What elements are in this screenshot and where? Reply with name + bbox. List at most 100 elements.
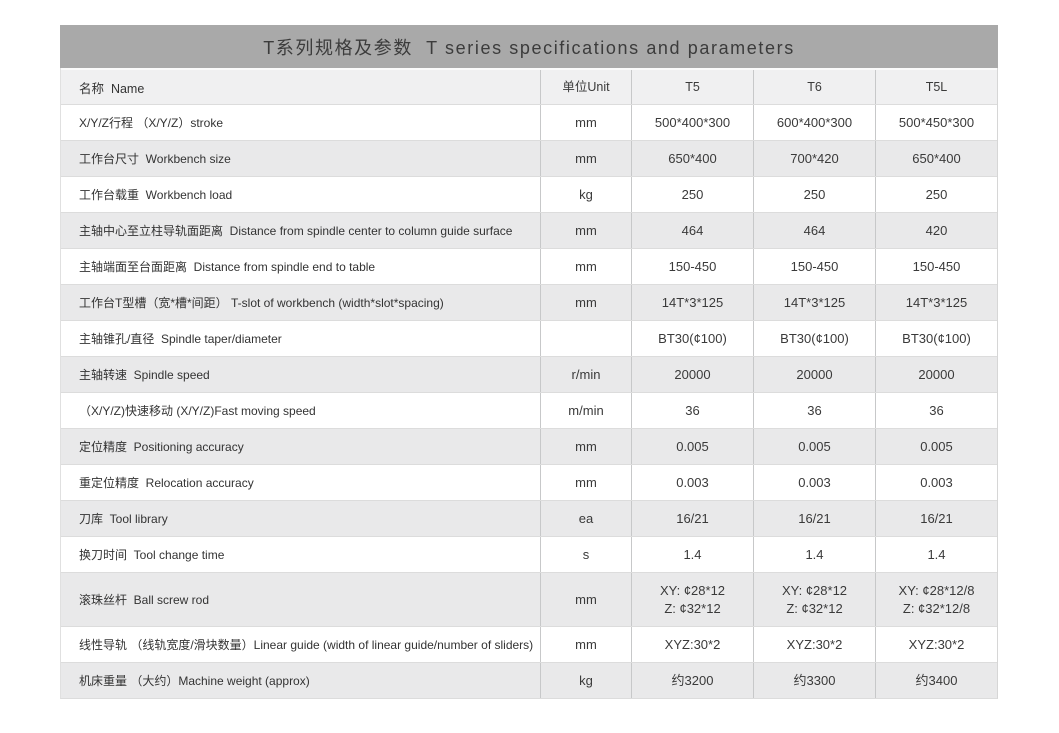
table-header-row: 名称 Name 单位Unit T5 T6 T5L bbox=[61, 68, 997, 104]
spec-name-cell: 滚珠丝杆 Ball screw rod bbox=[79, 593, 210, 607]
col-header-t5: T5 bbox=[631, 70, 753, 104]
table-row: 主轴锥孔/直径 Spindle taper/diameter BT30(¢100)… bbox=[61, 320, 997, 356]
unit-cell: ea bbox=[540, 501, 631, 536]
spec-table: T系列规格及参数 T series specifications and par… bbox=[60, 25, 998, 699]
value-cell-t6: XY: ¢28*12 Z: ¢32*12 bbox=[753, 573, 875, 626]
value-cell-t5: 250 bbox=[631, 177, 753, 212]
value-cell-t5l: 0.003 bbox=[875, 465, 997, 500]
spec-name-cell: 重定位精度 Relocation accuracy bbox=[79, 476, 254, 490]
table-row: 定位精度 Positioning accuracy mm 0.005 0.005 0.0… bbox=[61, 428, 997, 464]
value-cell-t5l: 14T*3*125 bbox=[875, 285, 997, 320]
unit-cell: mm bbox=[540, 429, 631, 464]
unit-cell: mm bbox=[540, 213, 631, 248]
value-cell-t6: 464 bbox=[753, 213, 875, 248]
table-row: 重定位精度 Relocation accuracy mm 0.003 0.003 0.0… bbox=[61, 464, 997, 500]
table-row: 线性导轨 （线轨宽度/滑块数量）Linear guide (width of l… bbox=[61, 626, 997, 662]
unit-cell: mm bbox=[540, 249, 631, 284]
unit-cell bbox=[540, 321, 631, 356]
value-cell-t5l: 250 bbox=[875, 177, 997, 212]
value-cell-t6: 0.003 bbox=[753, 465, 875, 500]
table-row: 主轴中心至立柱导轨面距离 Distance from spindle cente… bbox=[61, 212, 997, 248]
unit-cell: mm bbox=[540, 141, 631, 176]
spec-name-cell: 刀库 Tool library bbox=[79, 512, 168, 526]
value-cell-t5l: 16/21 bbox=[875, 501, 997, 536]
unit-cell: mm bbox=[540, 573, 631, 626]
value-cell-t6: 1.4 bbox=[753, 537, 875, 572]
value-cell-t6: 20000 bbox=[753, 357, 875, 392]
value-cell-t5l: 20000 bbox=[875, 357, 997, 392]
spec-name-cell: X/Y/Z行程 （X/Y/Z）stroke bbox=[79, 116, 224, 130]
value-cell-t6: 约3300 bbox=[753, 663, 875, 698]
value-cell-t5: 14T*3*125 bbox=[631, 285, 753, 320]
unit-cell: m/min bbox=[540, 393, 631, 428]
value-cell-t5l: 0.005 bbox=[875, 429, 997, 464]
value-cell-t5l: 36 bbox=[875, 393, 997, 428]
value-cell-t5l: 500*450*300 bbox=[875, 105, 997, 140]
value-cell-t5: 0.005 bbox=[631, 429, 753, 464]
value-cell-t5l: XY: ¢28*12/8 Z: ¢32*12/8 bbox=[875, 573, 997, 626]
value-cell-t5: XY: ¢28*12 Z: ¢32*12 bbox=[631, 573, 753, 626]
value-cell-t5l: 约3400 bbox=[875, 663, 997, 698]
value-cell-t5: 464 bbox=[631, 213, 753, 248]
value-cell-t6: 36 bbox=[753, 393, 875, 428]
value-cell-t5: 500*400*300 bbox=[631, 105, 753, 140]
value-cell-t6: 16/21 bbox=[753, 501, 875, 536]
value-cell-t5: 150-450 bbox=[631, 249, 753, 284]
unit-cell: s bbox=[540, 537, 631, 572]
table-title-bar: T系列规格及参数 T series specifications and par… bbox=[60, 25, 998, 68]
value-cell-t5l: XYZ:30*2 bbox=[875, 627, 997, 662]
spec-name-cell: 工作台载重 Workbench load bbox=[79, 188, 233, 202]
value-cell-t5: 约3200 bbox=[631, 663, 753, 698]
value-cell-t6: BT30(¢100) bbox=[753, 321, 875, 356]
col-header-unit: 单位Unit bbox=[540, 70, 631, 104]
table-row: 工作台载重 Workbench load kg 250 250 250 bbox=[61, 176, 997, 212]
unit-cell: kg bbox=[540, 177, 631, 212]
value-cell-t5l: 420 bbox=[875, 213, 997, 248]
value-cell-t6: 700*420 bbox=[753, 141, 875, 176]
spec-name-cell: 工作台T型槽（宽*槽*间距） T-slot of workbench (widt… bbox=[79, 296, 444, 310]
spec-name-cell: 机床重量 （大约）Machine weight (approx) bbox=[79, 674, 310, 688]
unit-cell: r/min bbox=[540, 357, 631, 392]
value-cell-t5l: BT30(¢100) bbox=[875, 321, 997, 356]
spec-name-cell: 线性导轨 （线轨宽度/滑块数量）Linear guide (width of l… bbox=[79, 638, 534, 652]
table-row: （X/Y/Z)快速移动 (X/Y/Z)Fast moving speed m/mi… bbox=[61, 392, 997, 428]
spec-name-cell: （X/Y/Z)快速移动 (X/Y/Z)Fast moving speed bbox=[79, 404, 316, 418]
value-cell-t6: 0.005 bbox=[753, 429, 875, 464]
value-cell-t6: 600*400*300 bbox=[753, 105, 875, 140]
unit-cell: kg bbox=[540, 663, 631, 698]
unit-cell: mm bbox=[540, 465, 631, 500]
value-cell-t5: 16/21 bbox=[631, 501, 753, 536]
col-header-t6: T6 bbox=[753, 70, 875, 104]
spec-name-cell: 换刀时间 Tool change time bbox=[79, 548, 225, 562]
value-cell-t5l: 650*400 bbox=[875, 141, 997, 176]
value-cell-t5: 36 bbox=[631, 393, 753, 428]
col-header-name: 名称 Name bbox=[79, 81, 145, 96]
table-row: 机床重量 （大约）Machine weight (approx) kg 约3200 约… bbox=[61, 662, 997, 698]
spec-name-cell: 主轴锥孔/直径 Spindle taper/diameter bbox=[79, 332, 282, 346]
table-row: 换刀时间 Tool change time s 1.4 1.4 1.4 bbox=[61, 536, 997, 572]
spec-name-cell: 工作台尺寸 Workbench size bbox=[79, 152, 231, 166]
spec-table-body: 名称 Name 单位Unit T5 T6 T5L X/Y/Z行程 （X/Y/Z）… bbox=[60, 68, 998, 699]
table-row: X/Y/Z行程 （X/Y/Z）stroke mm 500*400*300 600*40… bbox=[61, 104, 997, 140]
spec-name-cell: 主轴端面至台面距离 Distance from spindle end to t… bbox=[79, 260, 376, 274]
unit-cell: mm bbox=[540, 627, 631, 662]
value-cell-t5: 650*400 bbox=[631, 141, 753, 176]
col-header-t5l: T5L bbox=[875, 70, 997, 104]
table-row: 工作台尺寸 Workbench size mm 650*400 700*420 650*… bbox=[61, 140, 997, 176]
spec-name-cell: 主轴中心至立柱导轨面距离 Distance from spindle cente… bbox=[79, 224, 513, 238]
table-row: 工作台T型槽（宽*槽*间距） T-slot of workbench (widt… bbox=[61, 284, 997, 320]
value-cell-t6: XYZ:30*2 bbox=[753, 627, 875, 662]
value-cell-t5: BT30(¢100) bbox=[631, 321, 753, 356]
table-row: 主轴端面至台面距离 Distance from spindle end to t… bbox=[61, 248, 997, 284]
spec-name-cell: 定位精度 Positioning accuracy bbox=[79, 440, 244, 454]
table-row: 滚珠丝杆 Ball screw rod mm XY: ¢28*12 Z: ¢32*1… bbox=[61, 572, 997, 626]
value-cell-t5: 0.003 bbox=[631, 465, 753, 500]
table-row: 刀库 Tool library ea 16/21 16/21 16/21 bbox=[61, 500, 997, 536]
value-cell-t5l: 1.4 bbox=[875, 537, 997, 572]
value-cell-t5: 1.4 bbox=[631, 537, 753, 572]
value-cell-t6: 250 bbox=[753, 177, 875, 212]
value-cell-t6: 14T*3*125 bbox=[753, 285, 875, 320]
unit-cell: mm bbox=[540, 285, 631, 320]
table-row: 主轴转速 Spindle speed r/min 20000 20000 20000 bbox=[61, 356, 997, 392]
